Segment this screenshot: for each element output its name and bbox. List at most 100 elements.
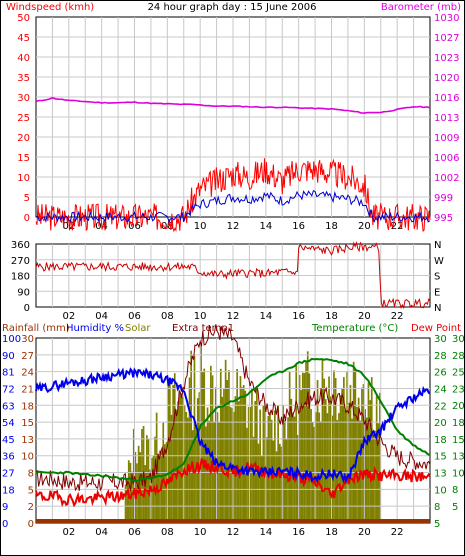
direction-x-tick-12: 12 bbox=[227, 311, 240, 322]
solar-bar bbox=[177, 401, 179, 523]
solar-bar bbox=[147, 438, 150, 523]
humidity-legend-label: Humidity % bbox=[66, 323, 124, 334]
solar-bar bbox=[131, 471, 133, 523]
solar-bar bbox=[339, 395, 342, 523]
temperature-b-tick-10: 5 bbox=[452, 502, 458, 513]
solar-bar bbox=[282, 405, 284, 523]
solar-bar bbox=[303, 373, 306, 523]
solar-bar bbox=[321, 359, 324, 523]
rainfall-axis-label: Rainfall (mm) bbox=[2, 323, 70, 334]
barometer-tick-7: 1006 bbox=[434, 153, 459, 164]
humidity-tick-1: 90 bbox=[2, 351, 15, 362]
extratemp-legend-label: Extra temp1 bbox=[172, 323, 234, 334]
solar-bar bbox=[357, 397, 360, 523]
direction-degrees-tick-1: 270 bbox=[11, 256, 30, 267]
solar-bar bbox=[338, 413, 340, 523]
solar-bar bbox=[379, 392, 381, 523]
temperature-a-tick-5: 20 bbox=[434, 418, 447, 429]
solar-legend-label: Solar bbox=[125, 323, 151, 334]
solar-bar bbox=[219, 368, 222, 523]
temperature-b-tick-5: 18 bbox=[452, 418, 465, 429]
solar-bar bbox=[308, 373, 311, 523]
solar-bar bbox=[269, 412, 271, 523]
solar-bar bbox=[134, 451, 137, 523]
solar-bar bbox=[274, 410, 276, 523]
solar-bar bbox=[323, 378, 325, 523]
temperature-a-tick-9: 10 bbox=[434, 485, 447, 496]
rainfall-tick-1: 27 bbox=[21, 351, 34, 362]
solar-bar bbox=[318, 412, 321, 523]
solar-bar bbox=[172, 385, 174, 523]
solar-bar bbox=[214, 387, 217, 523]
solar-bar bbox=[362, 384, 365, 523]
wind-x-tick-20: 20 bbox=[358, 221, 371, 232]
windspeed-tick-8: 10 bbox=[17, 173, 30, 184]
rainfall-tick-3: 21 bbox=[21, 384, 34, 395]
direction-x-tick-18: 18 bbox=[325, 311, 338, 322]
temperature-a-tick-10: 8 bbox=[434, 502, 440, 513]
solar-bar bbox=[369, 400, 371, 523]
solar-bar bbox=[343, 377, 345, 523]
solar-bar bbox=[192, 430, 194, 523]
solar-bar bbox=[275, 451, 278, 523]
solar-bar bbox=[221, 396, 224, 523]
solar-bar bbox=[297, 435, 299, 523]
solar-bar bbox=[190, 350, 192, 523]
temperature-a-tick-4: 22 bbox=[434, 401, 447, 412]
solar-bar bbox=[170, 414, 173, 523]
barometer-line bbox=[35, 97, 431, 114]
solar-bar bbox=[124, 484, 127, 523]
solar-bar bbox=[333, 370, 335, 523]
temperature-b-tick-3: 23 bbox=[452, 384, 465, 395]
direction-x-tick-10: 10 bbox=[194, 311, 207, 322]
solar-bar bbox=[336, 420, 339, 523]
solar-bar bbox=[375, 395, 378, 523]
rainfall-tick-2: 24 bbox=[21, 368, 34, 379]
humidity-tick-0: 100 bbox=[2, 334, 21, 345]
solar-bar bbox=[228, 370, 230, 523]
wind-x-tick-16: 16 bbox=[292, 221, 305, 232]
direction-x-tick-04: 04 bbox=[95, 311, 108, 322]
chart-title: 24 hour graph day : 15 June 2006 bbox=[148, 2, 317, 13]
solar-bar bbox=[306, 351, 309, 523]
solar-bar bbox=[277, 405, 279, 523]
temperature-a-tick-2: 26 bbox=[434, 368, 447, 379]
solar-bar bbox=[239, 376, 242, 523]
solar-bar bbox=[244, 390, 247, 523]
solar-bar bbox=[237, 401, 240, 523]
barometer-tick-0: 1030 bbox=[434, 13, 459, 24]
windspeed-tick-5: 25 bbox=[17, 113, 30, 124]
solar-bar bbox=[173, 373, 176, 523]
solar-bar bbox=[346, 371, 348, 523]
solar-bar bbox=[264, 405, 266, 523]
solar-bar bbox=[208, 420, 211, 523]
direction-compass-tick-1: W bbox=[434, 256, 444, 267]
solar-bar bbox=[249, 406, 252, 523]
temperature-x-tick-20: 20 bbox=[358, 527, 371, 538]
solar-bar bbox=[129, 462, 132, 523]
rainfall-tick-0: 30 bbox=[21, 334, 34, 345]
solar-bar bbox=[292, 412, 294, 523]
solar-bar bbox=[175, 409, 178, 523]
rainfall-tick-11: 0 bbox=[28, 519, 34, 530]
solar-bar bbox=[288, 371, 291, 523]
dew-point-line bbox=[35, 458, 431, 508]
chart-marks: 5045403530252015105010301027102310201016… bbox=[2, 13, 465, 538]
temperature-legend-label: Temperature (°C) bbox=[311, 323, 398, 334]
temperature-b-tick-0: 30 bbox=[452, 334, 465, 345]
humidity-tick-5: 54 bbox=[2, 418, 15, 429]
temperature-x-tick-22: 22 bbox=[391, 527, 404, 538]
rainfall-band bbox=[36, 519, 430, 523]
solar-bar bbox=[316, 380, 319, 523]
solar-bar bbox=[257, 443, 260, 523]
windspeed-tick-2: 40 bbox=[17, 53, 30, 64]
wind-x-tick-06: 06 bbox=[128, 221, 141, 232]
solar-bar bbox=[370, 377, 373, 523]
solar-bar bbox=[242, 385, 245, 523]
direction-x-tick-06: 06 bbox=[128, 311, 141, 322]
solar-bar bbox=[211, 375, 214, 523]
solar-bar bbox=[344, 409, 347, 523]
temperature-line bbox=[35, 357, 431, 483]
solar-bar bbox=[126, 478, 128, 523]
temperature-a-tick-6: 18 bbox=[434, 435, 447, 446]
